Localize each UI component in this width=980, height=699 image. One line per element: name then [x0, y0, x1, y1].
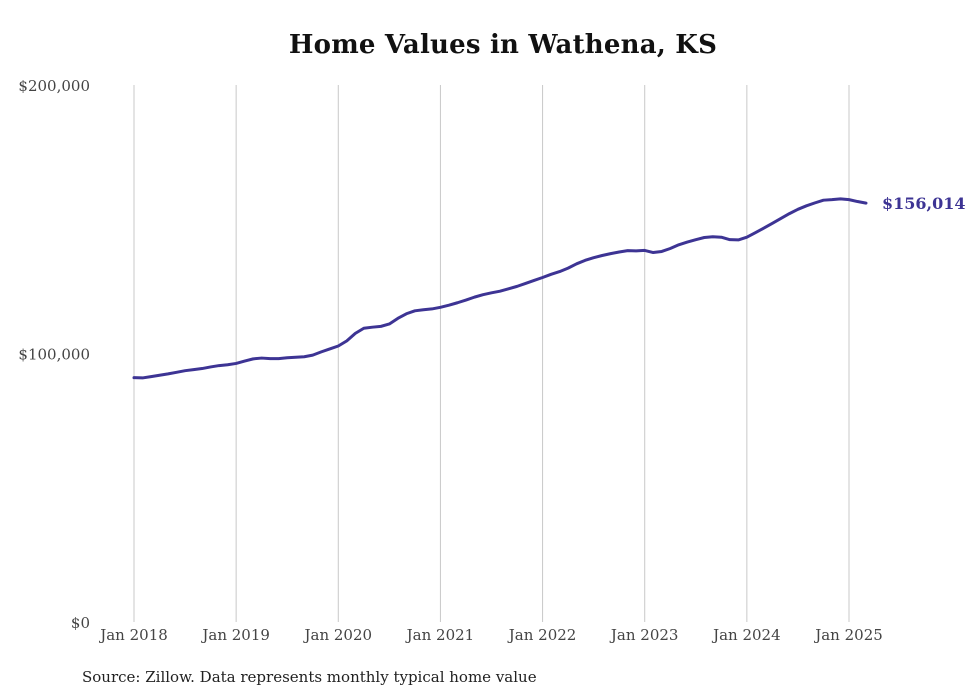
x-axis-ticks: Jan 2018 Jan 2019 Jan 2020 Jan 2021 Jan 2022… — [98, 626, 883, 644]
chart-title: Home Values in Wathena, KS — [288, 30, 718, 60]
source-note: Source: Zillow. Data represents monthly … — [82, 668, 537, 686]
series-line-0 — [132, 197, 868, 380]
series-layer — [132, 197, 868, 380]
gridlines — [133, 85, 850, 622]
x-tick-label-2: Jan 2020 — [303, 626, 373, 644]
x-tick-label-7: Jan 2025 — [813, 626, 883, 644]
x-tick-label-4: Jan 2022 — [507, 626, 577, 644]
y-tick-label-0: $0 — [71, 614, 90, 632]
y-axis-ticks: $0 $100,000 $200,000 — [18, 77, 90, 632]
x-tick-label-3: Jan 2021 — [405, 626, 475, 644]
y-tick-label-2: $200,000 — [18, 77, 90, 95]
y-tick-label-1: $100,000 — [18, 346, 90, 364]
x-tick-label-6: Jan 2024 — [711, 626, 781, 644]
x-tick-label-1: Jan 2019 — [200, 626, 270, 644]
label-layer: $156,014 — [882, 194, 966, 213]
x-tick-label-5: Jan 2023 — [609, 626, 679, 644]
end-value-label: $156,014 — [882, 194, 966, 213]
x-tick-label-0: Jan 2018 — [98, 626, 168, 644]
